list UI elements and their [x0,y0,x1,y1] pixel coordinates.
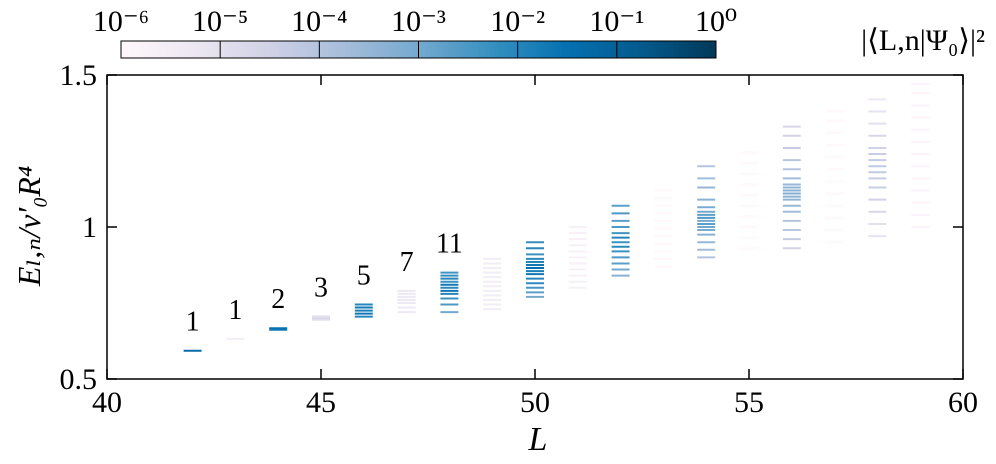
y-axis-label: Eₗ,ₙ/v′₀R⁴ [11,166,47,287]
degeneracy-label: 11 [436,229,463,260]
x-tick-label: 40 [92,386,122,419]
colorbar-tick-label: 10⁻⁵ [192,5,248,38]
degeneracy-label: 5 [357,261,371,292]
colorbar-tick-label: 10⁻⁴ [291,5,347,38]
colorbar-label: |⟨L,n|Ψ₀⟩|² [861,24,985,57]
degeneracy-label: 1 [186,307,200,338]
x-tick-label: 50 [520,386,550,419]
colorbar-tick-label: 10⁻⁶ [93,5,149,38]
degeneracy-label: 2 [271,284,285,315]
colorbar-tick-label: 10⁻² [490,5,545,38]
x-axis-label: L [528,421,548,458]
colorbar-tick-label: 10⁰ [695,5,737,38]
colorbar-tick-label: 10⁻¹ [589,5,644,38]
colorbar-tick-label: 10⁻³ [391,5,446,38]
degeneracy-label: 1 [228,295,242,326]
degeneracy-label: 7 [400,247,414,278]
y-tick-label: 1.5 [60,59,98,92]
y-tick-label: 1 [82,211,97,244]
x-tick-label: 55 [734,386,764,419]
x-tick-label: 45 [306,386,336,419]
degeneracy-label: 3 [314,272,328,303]
y-tick-label: 0.5 [60,363,98,396]
x-tick-label: 60 [948,386,978,419]
